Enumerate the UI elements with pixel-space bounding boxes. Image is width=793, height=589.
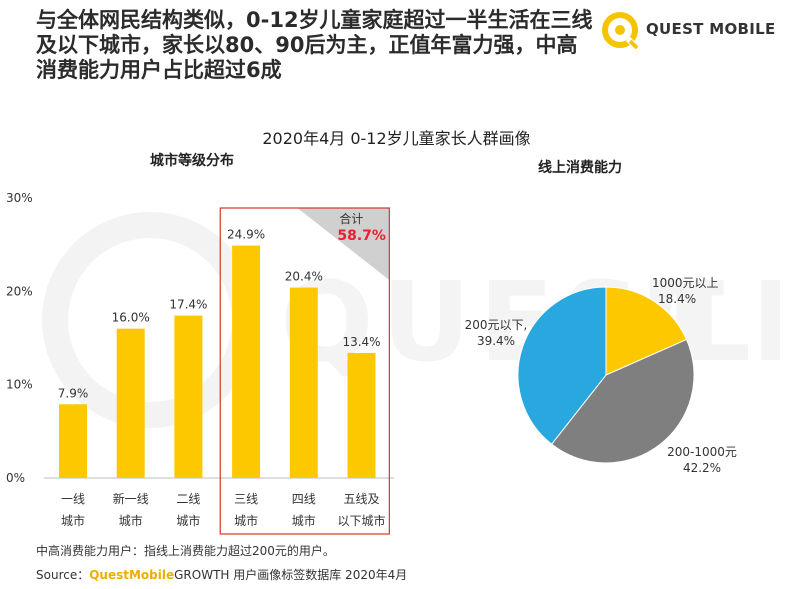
highlight-box [219, 207, 390, 535]
x-tick-label: 五线及 [343, 492, 379, 506]
source-note: Source：QuestMobileGROWTH 用户画像标签数据库 2020年… [36, 566, 407, 583]
pie-slice-label: 200-1000元 [667, 445, 737, 459]
bar-value-label: 17.4% [169, 298, 207, 312]
y-tick-label: 20% [6, 284, 33, 298]
x-tick-label: 二线 [176, 492, 200, 506]
x-tick-label: 城市 [292, 513, 316, 528]
y-tick-label: 10% [6, 378, 33, 392]
brand-logo: QUEST MOBILE [598, 8, 783, 52]
headline: 与全体网民结构类似，0-12岁儿童家庭超过一半生活在三线及以下城市，家长以80、… [36, 8, 593, 82]
x-tick-label: 城市 [119, 513, 143, 528]
bar-value-label: 16.0% [112, 311, 150, 325]
source-prefix: Source： [36, 568, 90, 582]
bar [174, 315, 203, 478]
bar-value-label: 24.9% [227, 228, 265, 242]
pie-chart-title: 线上消费能力 [538, 160, 622, 176]
highlight-label: 合计 [339, 211, 363, 226]
source-brand: QuestMobile [89, 568, 175, 582]
y-tick-label: 30% [6, 191, 33, 205]
questmobile-logo-icon [602, 12, 639, 50]
bar [232, 245, 261, 478]
pie-slice [550, 338, 695, 464]
x-tick-label: 城市 [234, 513, 258, 528]
pie-slice-value: 42.2% [683, 461, 721, 475]
pie-slice-label: 200元以下, [465, 318, 528, 332]
bar [116, 328, 145, 478]
pie-slice [517, 286, 607, 445]
highlight-value: 58.7% [337, 228, 386, 244]
bar [59, 404, 87, 478]
brand-name: QUEST MOBILE [646, 20, 776, 38]
x-tick-label: 城市 [176, 513, 200, 528]
main-title: 2020年4月 0-12岁儿童家长人群画像 [262, 129, 531, 148]
bar-chart-title: 城市等级分布 [150, 153, 234, 169]
source-rest: GROWTH 用户画像标签数据库 2020年4月 [174, 568, 408, 582]
x-tick-label: 城市 [61, 513, 85, 528]
highlight-corner [297, 208, 390, 280]
x-tick-label: 三线 [234, 492, 258, 506]
bar [289, 287, 318, 478]
x-tick-label: 以下城市 [337, 513, 385, 528]
bar-value-label: 7.9% [58, 386, 89, 400]
x-tick-label: 四线 [292, 492, 316, 506]
consumption-pie-chart: 1000元以上 18.4% 200-1000元 42.2% 200元以下, 39.4% [465, 276, 737, 475]
pie-slice-label: 1000元以上 [652, 276, 719, 290]
y-tick-label: 0% [6, 471, 25, 485]
definition-note: 中高消费能力用户：指线上消费能力超过200元的用户。 [36, 544, 335, 558]
pie-slice-value: 18.4% [658, 292, 696, 306]
x-tick-label: 一线 [61, 492, 85, 506]
bar [347, 352, 376, 478]
pie-slice-value: 39.4% [477, 334, 515, 348]
bar-value-label: 13.4% [342, 335, 380, 349]
x-tick-label: 新一线 [113, 491, 149, 506]
pie-slice [605, 286, 688, 376]
bar-value-label: 20.4% [285, 270, 323, 284]
